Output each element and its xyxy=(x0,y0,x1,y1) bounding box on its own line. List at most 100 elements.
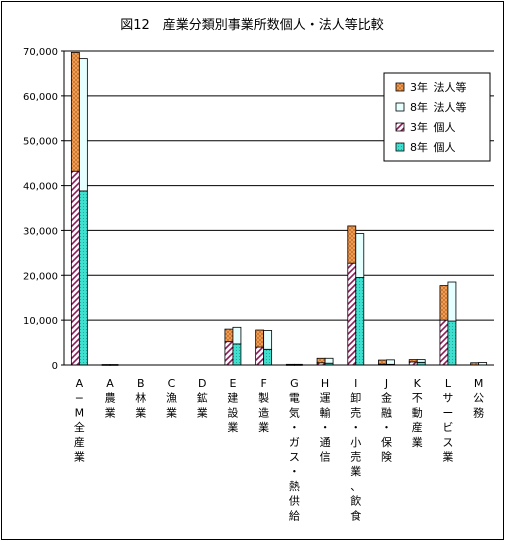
x-category-label: I xyxy=(354,377,357,390)
bar-3nen-kojin xyxy=(224,341,234,366)
bar-3nen-kojin xyxy=(439,319,449,366)
x-category-label: ビ xyxy=(442,421,453,434)
bar-8nen-hojin xyxy=(355,233,365,278)
bar-3nen-hojin xyxy=(224,328,234,343)
x-category-label: 供 xyxy=(289,494,300,508)
x-category-label: J xyxy=(384,377,388,390)
x-category-label: 産 xyxy=(74,436,85,449)
x-category-label: ・ xyxy=(350,421,361,434)
gridlines xyxy=(64,50,494,321)
x-category-label: 設 xyxy=(227,405,238,419)
x-category-label: 輸 xyxy=(320,405,331,419)
x-category-label: E xyxy=(229,377,236,390)
bar-3nen-kojin xyxy=(70,170,80,366)
chart-title: 図12 産業分類別事業所数個人・法人等比較 xyxy=(120,17,384,33)
x-category-label: 食 xyxy=(350,508,361,522)
legend-label: 8年 法人等 xyxy=(410,100,467,114)
bar-8nen-kojin xyxy=(263,348,273,366)
bar-8nen-kojin xyxy=(447,320,457,366)
bar-3nen-hojin xyxy=(408,359,418,363)
x-category-label: 業 xyxy=(197,406,208,419)
x-category-label: 卸 xyxy=(350,391,361,405)
x-category-label: 業 xyxy=(442,451,453,464)
bar-3nen-hojin xyxy=(439,285,449,321)
bar-8nen-kojin xyxy=(355,277,365,366)
x-category-label: 融 xyxy=(381,406,392,419)
bar-3nen-hojin xyxy=(378,359,387,365)
legend-swatch xyxy=(395,102,405,112)
legend-swatch xyxy=(395,82,405,92)
bar-8nen-hojin xyxy=(324,357,334,364)
x-category-label: ー xyxy=(442,406,453,419)
bar-8nen-kojin xyxy=(232,343,242,366)
bar-8nen-kojin xyxy=(78,190,88,366)
x-category-label: 業 xyxy=(412,436,423,449)
x-category-label: 業 xyxy=(74,451,85,464)
x-category-label: 売 xyxy=(350,451,361,464)
bar-3nen-kojin xyxy=(255,346,265,366)
x-category-label: ・ xyxy=(381,421,392,434)
x-category-label: 林 xyxy=(135,391,146,405)
bar-8nen-hojin xyxy=(232,326,242,345)
x-category-label: 険 xyxy=(381,451,392,464)
x-category-label: 鉱 xyxy=(197,391,208,405)
x-category-label: M xyxy=(75,406,85,419)
x-category-label: 業 xyxy=(227,421,238,434)
y-tick-label: 30,000 xyxy=(23,226,58,237)
x-category-label: サ xyxy=(442,392,453,405)
legend-label: 3年 法人等 xyxy=(410,80,467,94)
x-category-label: 保 xyxy=(381,435,392,449)
x-category-label: 熱 xyxy=(289,480,300,493)
x-category-label: D xyxy=(198,377,206,390)
bar-8nen-hojin xyxy=(416,359,426,363)
bar-3nen-hojin xyxy=(347,225,357,264)
x-category-label: 業 xyxy=(350,465,361,478)
x-category-label: ガ xyxy=(289,436,300,449)
x-category-label: 通 xyxy=(320,436,331,449)
x-category-label: L xyxy=(445,377,452,390)
x-category-label: 信 xyxy=(320,451,331,464)
legend-label: 8年 個人 xyxy=(410,140,456,154)
x-category-label: C xyxy=(168,377,176,390)
x-category-label: ス xyxy=(442,436,453,449)
y-tick-label: 70,000 xyxy=(23,47,58,58)
x-category-label: A xyxy=(76,377,84,390)
x-axis-labels: A−M全産業A農業B林業C漁業D鉱業E建設業F製造業G電気・ガス・熱供給H運輸・… xyxy=(74,377,484,522)
x-category-label: 産 xyxy=(412,421,423,434)
bar-8nen-hojin xyxy=(78,58,88,192)
axes xyxy=(63,51,494,366)
y-axis-ticks: 0 10,000 20,000 30,000 40,000 50,000 60,000 70,… xyxy=(23,47,64,372)
bar-3nen-hojin xyxy=(316,357,326,364)
x-category-label: F xyxy=(260,377,266,390)
x-category-label: 飲 xyxy=(350,494,361,508)
x-category-label: A xyxy=(106,377,114,390)
y-tick-label: 0 xyxy=(52,361,58,372)
y-tick-label: 40,000 xyxy=(23,182,58,193)
x-category-label: 漁 xyxy=(166,391,177,405)
x-category-label: K xyxy=(414,377,422,390)
bar-3nen-hojin xyxy=(255,329,265,348)
bar-8nen-hojin xyxy=(447,281,457,322)
x-category-label: ・ xyxy=(320,421,331,434)
x-category-label: − xyxy=(75,392,84,405)
x-category-label: 農 xyxy=(105,391,116,405)
x-category-label: 電 xyxy=(289,392,300,405)
x-category-label: H xyxy=(321,377,329,390)
bar-8nen-hojin xyxy=(263,330,273,350)
x-category-label: 運 xyxy=(320,392,331,405)
x-category-label: 売 xyxy=(350,406,361,419)
x-category-label: 、 xyxy=(350,480,361,493)
x-category-label: 金 xyxy=(381,391,392,405)
x-category-label: M xyxy=(474,377,484,390)
x-category-label: 業 xyxy=(166,406,177,419)
x-category-label: 動 xyxy=(412,405,423,419)
bar-3nen-hojin xyxy=(70,51,80,172)
legend-swatch xyxy=(395,122,405,132)
x-category-label: 業 xyxy=(135,406,146,419)
y-tick-label: 50,000 xyxy=(23,137,58,148)
x-category-label: 給 xyxy=(289,508,300,522)
x-category-label: 業 xyxy=(258,421,269,434)
legend: 3年 法人等 8年 法人等 3年 個人 8年 個人 xyxy=(383,72,491,162)
x-category-label: 公 xyxy=(473,392,484,405)
x-category-label: 製 xyxy=(258,391,269,405)
